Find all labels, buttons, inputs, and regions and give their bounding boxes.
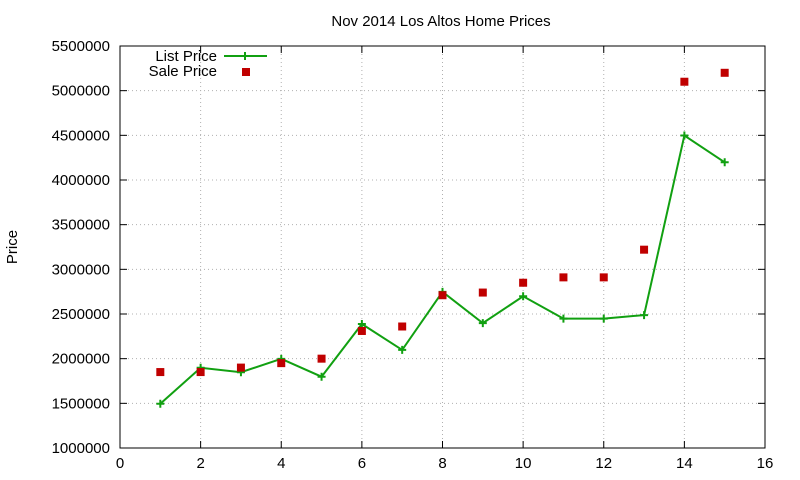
series-layer xyxy=(156,68,729,408)
sale-price-marker xyxy=(640,245,649,254)
legend-label-list-price: List Price xyxy=(155,48,217,65)
y-tick-label: 2500000 xyxy=(52,306,110,323)
sale-price-marker xyxy=(559,273,568,282)
x-tick-label: 16 xyxy=(757,455,774,472)
list-price-marker xyxy=(720,158,729,167)
sale-price-marker xyxy=(720,68,729,77)
y-tick-label: 4000000 xyxy=(52,172,110,189)
legend: List Price Sale Price xyxy=(149,48,267,80)
sale-price-marker xyxy=(599,273,608,282)
x-tick-label: 2 xyxy=(196,455,204,472)
sale-price-marker xyxy=(277,359,286,368)
sale-price-marker xyxy=(478,288,487,297)
grid-lines xyxy=(120,46,765,448)
sale-price-marker xyxy=(438,291,447,300)
y-tick-label: 1000000 xyxy=(52,440,110,457)
list-price-marker xyxy=(559,314,568,323)
list-price-marker xyxy=(317,372,326,381)
list-price-marker xyxy=(357,320,366,329)
x-tick-label: 12 xyxy=(595,455,612,472)
y-tick-label: 3000000 xyxy=(52,261,110,278)
sale-price-marker xyxy=(398,322,407,331)
x-tick-label: 6 xyxy=(358,455,366,472)
x-tick-label: 4 xyxy=(277,455,285,472)
y-tick-label: 1500000 xyxy=(52,395,110,412)
y-tick-label: 5000000 xyxy=(52,83,110,100)
legend-marker-sale-price xyxy=(242,68,250,76)
chart-title: Nov 2014 Los Altos Home Prices xyxy=(331,13,550,30)
sale-price-marker xyxy=(156,368,165,377)
sale-price-marker xyxy=(357,326,366,335)
y-axis-tick-labels: 1000000 1500000 2000000 2500000 3000000 35000… xyxy=(52,38,110,457)
list-price-marker xyxy=(478,319,487,328)
x-tick-label: 14 xyxy=(676,455,693,472)
x-tick-label: 0 xyxy=(116,455,124,472)
legend-label-sale-price: Sale Price xyxy=(149,63,217,80)
list-price-marker xyxy=(398,345,407,354)
sale-price-marker xyxy=(236,363,245,372)
list-price-marker xyxy=(680,131,689,140)
legend-marker-list-price xyxy=(241,52,249,60)
list-price-marker xyxy=(156,399,165,408)
sale-price-marker xyxy=(317,354,326,363)
y-tick-label: 5500000 xyxy=(52,38,110,55)
y-tick-label: 2000000 xyxy=(52,351,110,368)
y-tick-label: 3500000 xyxy=(52,217,110,234)
x-axis-tick-labels: 0 2 4 6 8 10 12 14 16 xyxy=(116,455,774,472)
y-axis-label: Price xyxy=(4,230,21,264)
x-tick-label: 10 xyxy=(515,455,532,472)
sale-price-marker xyxy=(519,278,528,287)
y-tick-label: 4500000 xyxy=(52,127,110,144)
legend-plus-glyph xyxy=(241,52,249,60)
x-tick-label: 8 xyxy=(438,455,446,472)
list-price-marker xyxy=(519,292,528,301)
sale-price-marker xyxy=(680,77,689,86)
list-price-marker xyxy=(599,314,608,323)
sale-price-marker xyxy=(196,368,205,377)
list-price-marker xyxy=(640,311,649,320)
axis-ticks xyxy=(119,45,766,449)
